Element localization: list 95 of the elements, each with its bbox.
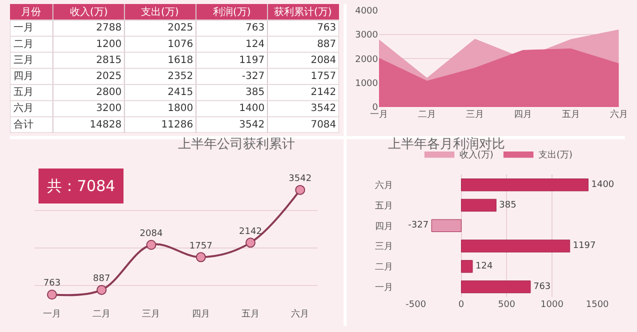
data-label: 124: [246, 38, 265, 50]
data-label: 1200: [96, 38, 122, 50]
data-label: 1757: [189, 241, 212, 252]
bar: [461, 280, 531, 294]
data-label: 2415: [168, 87, 194, 98]
data-label: 1400: [591, 180, 614, 190]
data-label: 1197: [572, 241, 596, 252]
data-label: 14828: [90, 119, 122, 130]
data-label: 1757: [310, 70, 336, 82]
y-tick-label: 1000: [355, 79, 378, 90]
data-label: 2025: [96, 70, 122, 82]
data-label: 2025: [168, 22, 194, 34]
y-tick-label: 四月: [374, 222, 393, 232]
x-tick-label: 三月: [142, 310, 160, 320]
chart-title: 上半年公司获利累计: [178, 137, 295, 152]
x-tick-label: 1000: [540, 300, 564, 310]
x-tick-label: 六月: [610, 109, 628, 120]
point: [295, 184, 306, 195]
x-tick-label: 六月: [291, 308, 310, 320]
x-tick-label: 五月: [242, 310, 260, 320]
data-label: 1076: [168, 38, 194, 50]
y-tick-label: 五月: [374, 201, 393, 212]
point: [46, 290, 57, 300]
data-label: 7084: [310, 119, 336, 130]
category-label: 五月: [14, 87, 34, 98]
bar: [461, 240, 570, 252]
text: 支出(万): [141, 6, 179, 18]
point: [146, 240, 156, 250]
data-label: 1618: [168, 54, 194, 66]
data-label: 887: [317, 38, 336, 50]
data-label: 887: [93, 274, 110, 284]
data-label: 2800: [96, 87, 122, 98]
data-label: -327: [242, 70, 265, 82]
point: [246, 238, 256, 248]
data-label: -327: [408, 220, 429, 231]
data-label: 763: [317, 22, 336, 34]
annotation: 共：7084: [47, 177, 116, 195]
bar: [461, 178, 588, 192]
data-label: 124: [476, 261, 493, 272]
y-tick-label: 2000: [355, 54, 378, 65]
x-tick-label: 500: [498, 300, 516, 310]
data-label: 2084: [310, 54, 336, 66]
data-label: 3542: [288, 174, 312, 184]
bar: [431, 219, 462, 232]
category-label: 一月: [14, 22, 34, 34]
data-label: 1400: [239, 103, 265, 114]
data-label: 1197: [239, 54, 265, 66]
x-tick-label: -500: [406, 300, 426, 310]
x-tick-label: 三月: [466, 110, 484, 120]
data-label: 3542: [310, 103, 336, 114]
x-tick-label: 四月: [514, 110, 532, 120]
y-tick-label: 0: [372, 103, 378, 114]
data-label: 1800: [168, 103, 194, 114]
chart-title: 上半年各月利润对比: [388, 137, 505, 152]
data-label: 3542: [239, 119, 265, 130]
point: [96, 284, 107, 295]
data-label: 763: [246, 22, 265, 34]
data-label: 11286: [161, 119, 194, 130]
category-label: 三月: [14, 54, 34, 66]
x-tick-label: 一月: [42, 310, 61, 320]
text: 月份: [21, 7, 41, 18]
legend-label: 收入(万): [459, 149, 494, 160]
bar: [461, 198, 496, 212]
x-tick-label: 0: [458, 300, 464, 310]
bar: [461, 260, 473, 273]
text: 获利累计(万): [274, 6, 332, 18]
data-label: 3200: [96, 103, 122, 114]
text: 利润(万): [213, 6, 251, 18]
category-label: 四月: [14, 70, 34, 82]
data-label: 763: [533, 282, 551, 292]
y-tick-label: 一月: [374, 282, 393, 293]
y-tick-label: 4000: [355, 6, 378, 17]
y-tick-label: 二月: [374, 262, 393, 273]
data-label: 2084: [140, 228, 163, 239]
y-tick-label: 3000: [355, 30, 378, 41]
data-label: 385: [246, 87, 265, 98]
legend-label: 支出(万): [538, 149, 572, 160]
data-label: 2142: [239, 226, 262, 237]
x-tick-label: 四月: [192, 310, 210, 320]
point: [196, 252, 206, 262]
category-label: 二月: [14, 38, 34, 50]
category-label: 合计: [14, 118, 34, 130]
data-label: 385: [499, 200, 516, 210]
x-tick-label: 1500: [586, 300, 610, 310]
y-tick-label: 三月: [374, 242, 393, 252]
data-label: 2815: [96, 54, 122, 66]
x-tick-label: 五月: [562, 110, 580, 120]
series-label: 收入(万): [70, 6, 108, 18]
x-tick-label: 二月: [92, 310, 111, 320]
y-tick-label: 六月: [374, 180, 393, 192]
data-label: 2142: [310, 87, 336, 98]
data-label: 2352: [168, 70, 194, 82]
data-label: 2788: [96, 22, 122, 34]
x-tick-label: 二月: [418, 110, 436, 120]
data-label: 763: [43, 278, 61, 289]
